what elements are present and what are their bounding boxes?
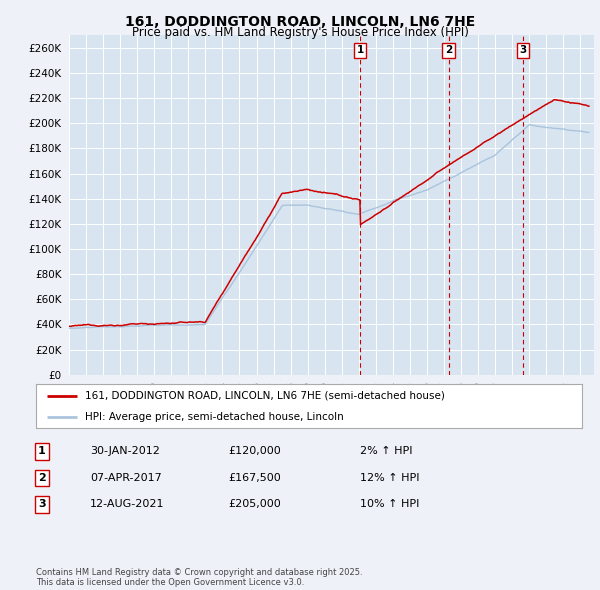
Text: HPI: Average price, semi-detached house, Lincoln: HPI: Average price, semi-detached house,… (85, 412, 344, 422)
Text: 3: 3 (519, 45, 526, 55)
Text: 161, DODDINGTON ROAD, LINCOLN, LN6 7HE: 161, DODDINGTON ROAD, LINCOLN, LN6 7HE (125, 15, 475, 29)
Text: 2: 2 (445, 45, 452, 55)
Text: 12% ↑ HPI: 12% ↑ HPI (360, 473, 419, 483)
Text: 07-APR-2017: 07-APR-2017 (90, 473, 162, 483)
Text: Contains HM Land Registry data © Crown copyright and database right 2025.
This d: Contains HM Land Registry data © Crown c… (36, 568, 362, 587)
Text: Price paid vs. HM Land Registry's House Price Index (HPI): Price paid vs. HM Land Registry's House … (131, 26, 469, 39)
Text: 2% ↑ HPI: 2% ↑ HPI (360, 447, 413, 456)
Text: 30-JAN-2012: 30-JAN-2012 (90, 447, 160, 456)
Text: 1: 1 (38, 447, 46, 456)
Text: £205,000: £205,000 (228, 500, 281, 509)
Text: 12-AUG-2021: 12-AUG-2021 (90, 500, 164, 509)
Text: 1: 1 (356, 45, 364, 55)
Text: £120,000: £120,000 (228, 447, 281, 456)
Text: 10% ↑ HPI: 10% ↑ HPI (360, 500, 419, 509)
Text: 161, DODDINGTON ROAD, LINCOLN, LN6 7HE (semi-detached house): 161, DODDINGTON ROAD, LINCOLN, LN6 7HE (… (85, 391, 445, 401)
Text: £167,500: £167,500 (228, 473, 281, 483)
Text: 3: 3 (38, 500, 46, 509)
Text: 2: 2 (38, 473, 46, 483)
